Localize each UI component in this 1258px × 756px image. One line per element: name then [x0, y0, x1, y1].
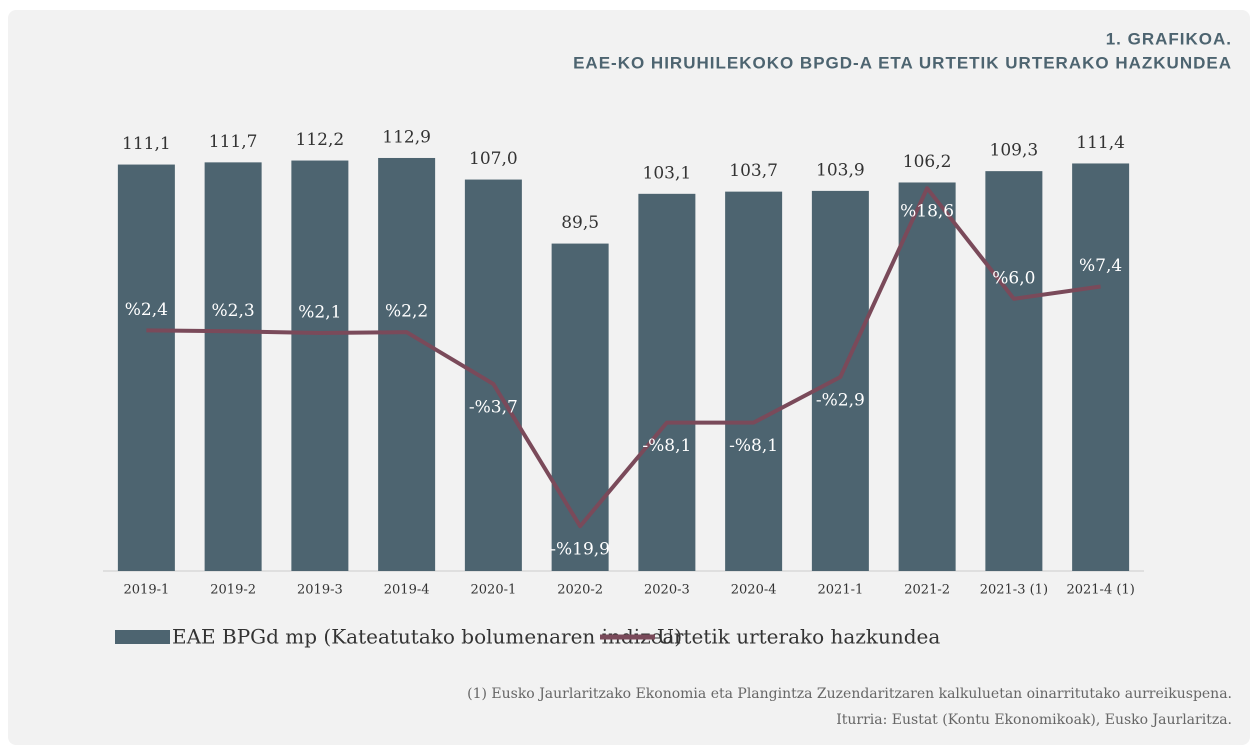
bar-value-label: 109,3	[990, 141, 1039, 161]
bar	[811, 190, 869, 571]
bar-value-label: 112,9	[382, 127, 431, 147]
bar	[638, 193, 696, 571]
bar-value-label: 89,5	[561, 213, 599, 233]
bar	[291, 160, 349, 571]
legend-swatch	[115, 630, 170, 644]
line-value-label: %2,4	[125, 300, 168, 320]
bar	[464, 179, 522, 571]
line-value-label: -%8,1	[642, 436, 691, 456]
line-value-label: %2,3	[212, 301, 255, 321]
chart-title: 1. GRAFIKOA.	[1106, 29, 1232, 48]
bar-value-label: 111,4	[1076, 133, 1125, 153]
x-tick-label: 2019-3	[297, 583, 343, 598]
bar	[725, 191, 783, 571]
x-tick-label: 2021-1	[818, 583, 864, 598]
x-tick-label: 2020-3	[644, 583, 690, 598]
bar	[551, 243, 609, 571]
bar	[204, 162, 262, 571]
line-value-label: %6,0	[992, 268, 1035, 288]
bar-value-label: 111,1	[122, 134, 171, 154]
x-tick-label: 2021-2	[904, 583, 950, 598]
bar	[898, 182, 956, 572]
bar	[117, 164, 175, 571]
line-value-label: -%8,1	[729, 436, 778, 456]
bar-value-label: 111,7	[209, 132, 258, 152]
x-tick-label: 2020-1	[471, 583, 517, 598]
bar	[378, 157, 436, 571]
line-value-label: -%2,9	[816, 390, 865, 410]
legend-label: Urtetik urterako hazkundea	[657, 625, 940, 649]
bar-value-label: 103,1	[643, 163, 692, 183]
line	[146, 186, 1101, 529]
x-tick-label: 2019-2	[210, 583, 256, 598]
line-value-label: %2,1	[298, 303, 341, 323]
x-tick-label: 2020-2	[557, 583, 603, 598]
line-value-label: %7,4	[1079, 256, 1122, 276]
chart-subtitle: EAE-KO HIRUHILEKOKO BPGD-A ETA URTETIK U…	[573, 53, 1232, 72]
x-tick-label: 2021-3 (1)	[980, 583, 1048, 598]
source: Iturria: Eustat (Kontu Ekonomikoak), Eus…	[836, 712, 1232, 728]
x-tick-label: 2020-4	[731, 583, 777, 598]
legend-label: EAE BPGd mp (Kateatutako bolumenaren ind…	[172, 625, 682, 649]
line-value-label: %2,2	[385, 302, 428, 322]
bar-value-label: 107,0	[469, 149, 518, 169]
line-value-label: -%3,7	[469, 397, 518, 417]
x-tick-label: 2021-4 (1)	[1066, 583, 1134, 598]
bar-value-label: 106,2	[903, 152, 952, 172]
line-value-label: -%19,9	[550, 540, 610, 560]
footnote: (1) Eusko Jaurlaritzako Ekonomia eta Pla…	[467, 686, 1232, 702]
bar-value-label: 103,7	[729, 161, 778, 181]
bar-value-label: 112,2	[296, 130, 345, 150]
bar-value-label: 103,9	[816, 160, 865, 180]
x-tick-label: 2019-1	[124, 583, 170, 598]
bar	[1072, 163, 1130, 571]
line-value-label: %18,6	[900, 202, 954, 222]
x-tick-label: 2019-4	[384, 583, 430, 598]
bar	[985, 171, 1043, 571]
